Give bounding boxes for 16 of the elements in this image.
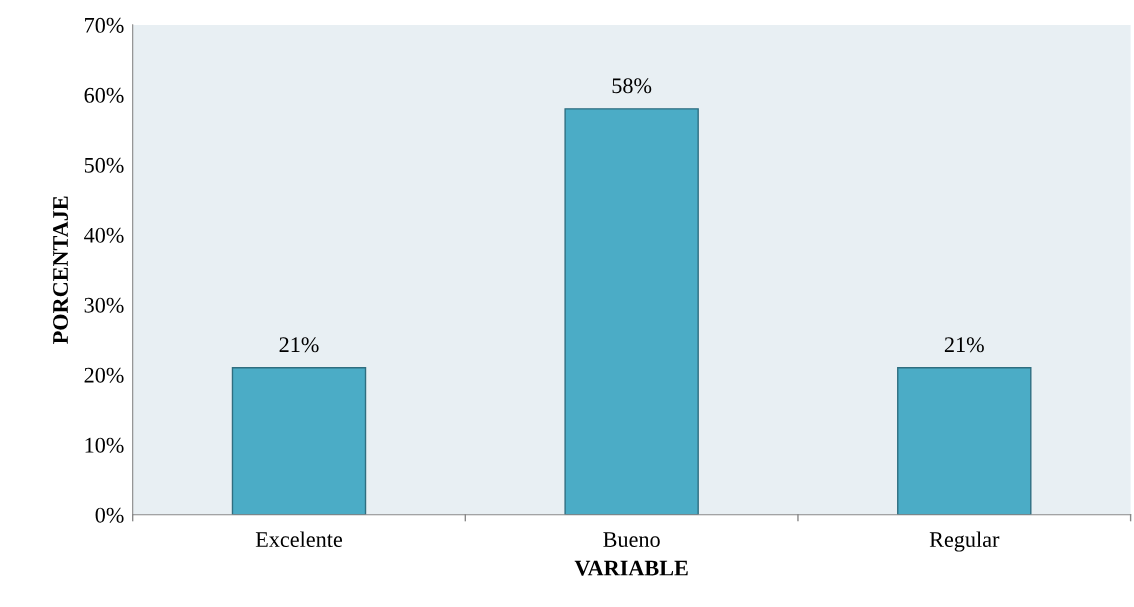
- y-tick-label: 70%: [85, 17, 124, 33]
- x-tick-label: Regular: [929, 531, 1000, 552]
- y-tick-label: 0%: [95, 507, 124, 523]
- y-tick-label: 20%: [84, 367, 124, 383]
- x-axis-title: VARIABLE: [574, 560, 688, 576]
- y-axis-title: PORCENTAJE: [53, 196, 68, 344]
- x-tick-label: Bueno: [603, 532, 660, 548]
- y-tick-label: 10%: [85, 437, 124, 453]
- y-tick-label: 60%: [84, 87, 124, 103]
- y-tick-label: 40%: [84, 227, 124, 243]
- data-label: 21%: [279, 337, 319, 353]
- data-label: 21%: [944, 337, 984, 353]
- y-tick-label: 30%: [84, 297, 124, 313]
- data-label: 58%: [612, 78, 652, 94]
- y-tick-label: 50%: [84, 157, 124, 173]
- x-tick-label: Excelente: [255, 531, 343, 548]
